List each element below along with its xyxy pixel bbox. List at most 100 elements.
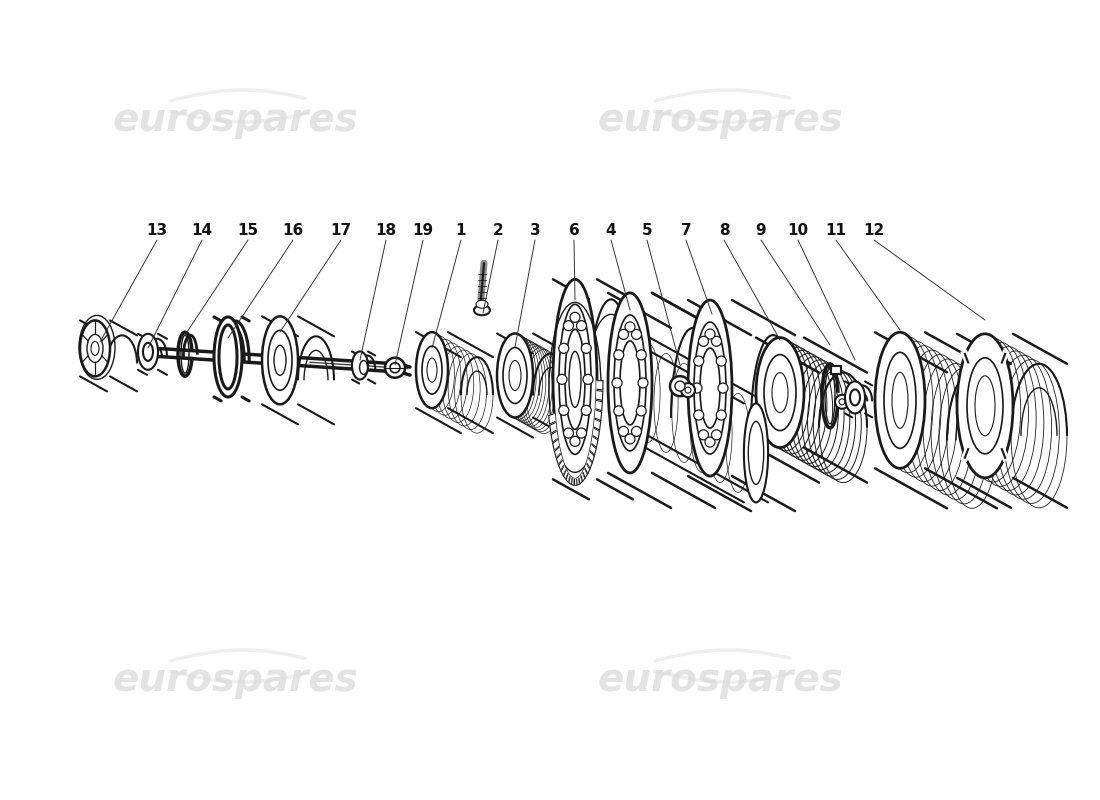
Ellipse shape xyxy=(214,317,242,397)
Ellipse shape xyxy=(565,330,585,430)
Circle shape xyxy=(694,356,704,366)
Polygon shape xyxy=(569,477,572,484)
Circle shape xyxy=(636,350,647,360)
Ellipse shape xyxy=(614,315,646,451)
Polygon shape xyxy=(563,470,568,479)
Circle shape xyxy=(583,374,593,384)
Ellipse shape xyxy=(422,346,442,394)
Text: eurospares: eurospares xyxy=(597,101,843,139)
Ellipse shape xyxy=(884,352,916,448)
Ellipse shape xyxy=(620,341,640,425)
Ellipse shape xyxy=(87,334,103,362)
Circle shape xyxy=(716,410,726,420)
Polygon shape xyxy=(588,452,594,462)
Ellipse shape xyxy=(416,332,448,408)
Circle shape xyxy=(614,406,624,416)
Circle shape xyxy=(712,430,722,440)
Polygon shape xyxy=(561,466,565,475)
Polygon shape xyxy=(585,464,590,474)
Ellipse shape xyxy=(975,376,996,436)
Text: 6: 6 xyxy=(569,223,580,238)
Polygon shape xyxy=(557,454,562,465)
Text: 11: 11 xyxy=(825,223,847,238)
Ellipse shape xyxy=(219,325,236,389)
Text: 1: 1 xyxy=(455,223,466,238)
Polygon shape xyxy=(576,478,580,485)
Ellipse shape xyxy=(559,304,591,454)
Polygon shape xyxy=(583,469,587,478)
Text: 5: 5 xyxy=(641,223,652,238)
Polygon shape xyxy=(591,445,596,455)
Circle shape xyxy=(705,437,715,447)
Circle shape xyxy=(390,362,400,373)
Circle shape xyxy=(694,410,704,420)
Circle shape xyxy=(685,387,691,393)
Circle shape xyxy=(625,434,635,444)
Text: eurospares: eurospares xyxy=(112,661,358,699)
Circle shape xyxy=(576,321,586,330)
Ellipse shape xyxy=(427,358,437,382)
Text: 15: 15 xyxy=(238,223,258,238)
Ellipse shape xyxy=(700,348,720,428)
Circle shape xyxy=(718,383,728,393)
Text: 14: 14 xyxy=(191,223,212,238)
Circle shape xyxy=(614,350,624,360)
Polygon shape xyxy=(551,431,558,442)
Circle shape xyxy=(581,343,592,354)
Circle shape xyxy=(563,428,573,438)
Circle shape xyxy=(559,406,569,415)
Polygon shape xyxy=(554,447,560,458)
Ellipse shape xyxy=(967,358,1003,454)
Polygon shape xyxy=(579,476,582,484)
Circle shape xyxy=(681,383,695,397)
Ellipse shape xyxy=(772,373,788,413)
Polygon shape xyxy=(596,400,603,410)
Polygon shape xyxy=(574,479,576,486)
Ellipse shape xyxy=(748,422,763,485)
Circle shape xyxy=(612,378,621,388)
Ellipse shape xyxy=(744,403,768,502)
Text: eurospares: eurospares xyxy=(597,661,843,699)
Text: 2: 2 xyxy=(493,223,504,238)
Circle shape xyxy=(638,378,648,388)
Circle shape xyxy=(618,426,628,437)
Text: 10: 10 xyxy=(788,223,808,238)
Polygon shape xyxy=(596,390,603,400)
Ellipse shape xyxy=(268,330,292,390)
Ellipse shape xyxy=(845,382,865,414)
Ellipse shape xyxy=(262,316,298,404)
Circle shape xyxy=(581,406,592,415)
Ellipse shape xyxy=(91,342,99,355)
Circle shape xyxy=(576,428,586,438)
Polygon shape xyxy=(595,410,602,421)
Ellipse shape xyxy=(143,343,153,361)
Circle shape xyxy=(835,395,849,409)
Ellipse shape xyxy=(80,320,110,376)
Polygon shape xyxy=(597,381,603,390)
Circle shape xyxy=(625,322,635,332)
Ellipse shape xyxy=(694,322,726,454)
Text: 18: 18 xyxy=(375,223,397,238)
Ellipse shape xyxy=(476,300,488,308)
Circle shape xyxy=(631,330,641,339)
Circle shape xyxy=(692,383,702,393)
Circle shape xyxy=(712,336,722,346)
Circle shape xyxy=(670,376,690,396)
Ellipse shape xyxy=(553,279,597,479)
Polygon shape xyxy=(572,478,574,486)
Circle shape xyxy=(557,374,566,384)
Text: 9: 9 xyxy=(756,223,767,238)
Text: 16: 16 xyxy=(283,223,304,238)
Circle shape xyxy=(385,358,405,378)
Polygon shape xyxy=(559,461,564,470)
Bar xyxy=(830,366,842,374)
Ellipse shape xyxy=(138,334,158,370)
Text: eurospares: eurospares xyxy=(112,101,358,139)
Text: 4: 4 xyxy=(606,223,616,238)
Circle shape xyxy=(636,406,647,416)
Text: 19: 19 xyxy=(412,223,433,238)
Polygon shape xyxy=(593,428,600,439)
Ellipse shape xyxy=(608,293,652,473)
Circle shape xyxy=(570,312,580,322)
Ellipse shape xyxy=(360,361,367,374)
